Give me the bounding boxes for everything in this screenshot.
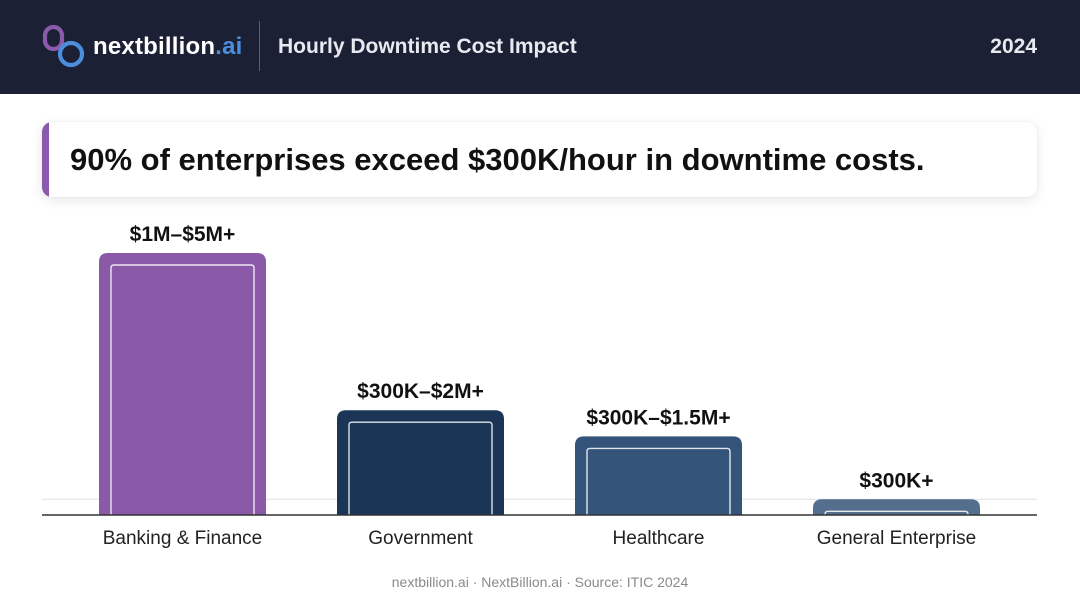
callout-card: 90% of enterprises exceed $300K/hour in … xyxy=(42,122,1037,197)
nextbillion-logo-icon xyxy=(42,24,85,68)
brand-tld: .ai xyxy=(215,33,243,60)
bar-3 xyxy=(813,499,980,515)
header-divider xyxy=(259,21,260,71)
brand-name: nextbillion xyxy=(93,33,216,60)
callout-accent-bar xyxy=(42,122,49,197)
brand-logo: nextbillion.ai xyxy=(93,33,243,61)
bar-value-label-0: $1M–$5M+ xyxy=(130,223,236,246)
footer-source: nextbillion.ai · NextBillion.ai · Source… xyxy=(391,574,689,590)
callout-text: 90% of enterprises exceed $300K/hour in … xyxy=(70,142,925,177)
bar-inner-outline-1 xyxy=(348,421,493,515)
bar-2 xyxy=(575,436,742,515)
category-label-0: Banking & Finance xyxy=(103,528,263,549)
bar-1 xyxy=(337,410,504,515)
bar-0 xyxy=(99,253,266,515)
page-title: Hourly Downtime Cost Impact xyxy=(278,35,577,58)
bar-value-label-2: $300K–$1.5M+ xyxy=(586,406,730,429)
header-year: 2024 xyxy=(990,35,1037,58)
category-label-3: General Enterprise xyxy=(817,528,976,549)
bar-inner-outline-3 xyxy=(824,510,969,515)
bar-value-label-1: $300K–$2M+ xyxy=(357,380,484,403)
bar-inner-outline-2 xyxy=(586,447,731,515)
bar-inner-outline-0 xyxy=(110,264,255,515)
category-label-1: Government xyxy=(368,528,473,549)
header-bar: nextbillion.ai Hourly Downtime Cost Impa… xyxy=(0,0,1080,94)
bar-value-label-3: $300K+ xyxy=(859,469,933,492)
category-label-2: Healthcare xyxy=(613,528,705,549)
